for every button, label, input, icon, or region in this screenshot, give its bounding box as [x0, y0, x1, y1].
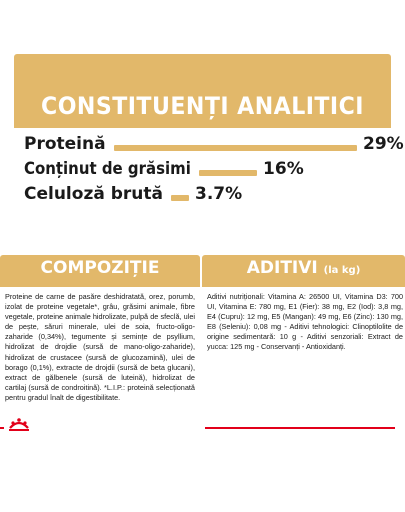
analytic-row-fat: Conținut de grăsimi 16% — [14, 159, 391, 183]
royal-canin-crown-icon — [4, 414, 34, 434]
composition-title: COMPOZIȚIE — [40, 258, 160, 278]
additives-title-wrap: ADITIVI (la kg) — [202, 258, 405, 278]
additives-header — [202, 255, 405, 287]
analytic-row-value: 29% — [363, 134, 404, 154]
analytic-row-label: Proteină — [24, 134, 106, 154]
analytic-bar — [170, 195, 189, 201]
additives-title-suffix: (la kg) — [323, 265, 361, 276]
analytic-body: Proteină 29% Conținut de grăsimi 16% Cel… — [14, 128, 404, 229]
analytic-bar — [198, 170, 258, 176]
composition-header — [0, 255, 200, 287]
composition-card: COMPOZIȚIE Proteine de carne de pasăre d… — [0, 255, 200, 495]
analytic-title: CONSTITUENȚI ANALITICI — [41, 92, 364, 120]
composition-text: Proteine de carne de pasăre deshidratată… — [5, 292, 195, 402]
brand-divider-right — [205, 427, 395, 429]
analytic-row-label: Celuloză brută — [24, 184, 163, 204]
additives-text: Aditivi nutriționali: Vitamina A: 26500 … — [207, 292, 403, 352]
analytic-row-value: 16% — [263, 159, 304, 179]
analytic-row-label: Conținut de grăsimi — [24, 159, 191, 179]
additives-card: ADITIVI (la kg) Aditivi nutriționali: Vi… — [202, 255, 405, 495]
analytic-row-protein: Proteină 29% — [14, 134, 404, 158]
analytic-row-value: 3.7% — [194, 184, 243, 204]
additives-title: ADITIVI — [246, 258, 318, 278]
analytic-bar — [113, 145, 357, 151]
analytic-row-fiber: Celuloză brută 3.7% — [14, 184, 391, 208]
